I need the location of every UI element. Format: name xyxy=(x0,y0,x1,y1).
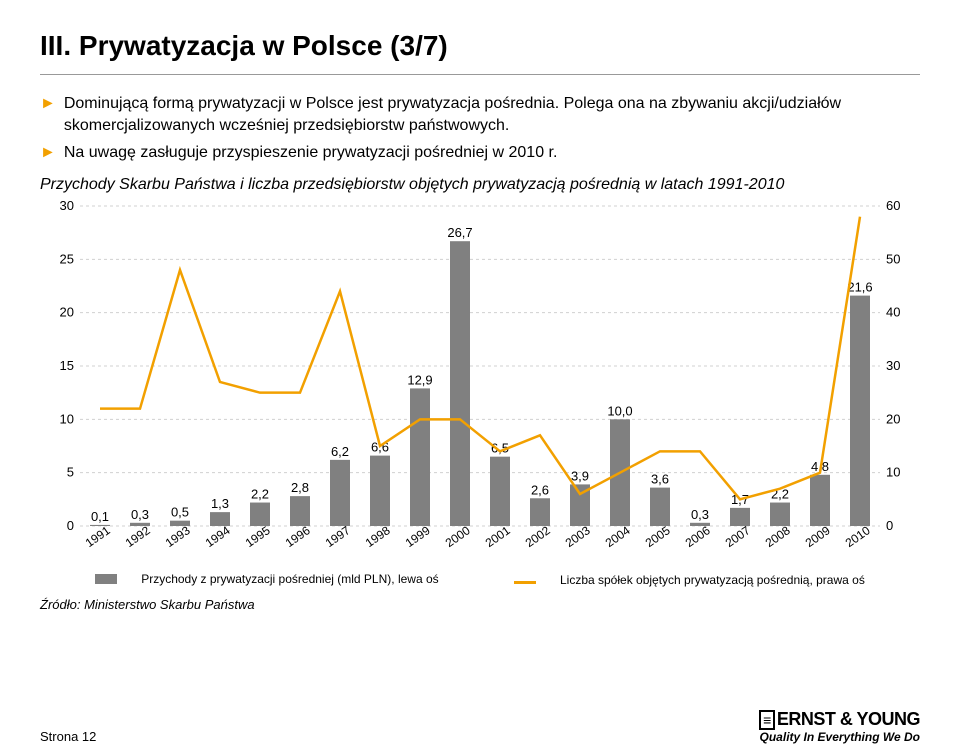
svg-text:2010: 2010 xyxy=(843,523,873,550)
legend-bar-swatch xyxy=(95,574,117,584)
svg-text:60: 60 xyxy=(886,198,900,213)
chart: 0 5 10 15 20 25 30 0 10 20 30 40 50 60 0,1 0,3 0,5 1,3 2,2… xyxy=(40,196,920,566)
svg-text:26,7: 26,7 xyxy=(447,225,472,240)
svg-text:2007: 2007 xyxy=(723,523,753,550)
svg-text:2,8: 2,8 xyxy=(291,480,309,495)
legend-bar: Przychody z prywatyzacji pośredniej (mld… xyxy=(77,572,456,586)
legend-line-label: Liczba spółek objętych prywatyzacją pośr… xyxy=(560,573,865,587)
svg-text:0,5: 0,5 xyxy=(171,504,189,519)
brand-block: ≡ERNST & YOUNG Quality In Everything We … xyxy=(759,709,920,744)
svg-text:2008: 2008 xyxy=(763,523,793,550)
svg-text:2003: 2003 xyxy=(563,523,593,550)
svg-text:6,2: 6,2 xyxy=(331,444,349,459)
page-title: III. Prywatyzacja w Polsce (3/7) xyxy=(40,30,920,62)
svg-text:50: 50 xyxy=(886,251,900,266)
chart-subtitle: Przychody Skarbu Państwa i liczba przeds… xyxy=(40,176,920,194)
bullet-text: Na uwagę zasługuje przyspieszenie prywat… xyxy=(64,142,558,164)
footer: Strona 12 ≡ERNST & YOUNG Quality In Ever… xyxy=(40,709,920,744)
svg-text:0,3: 0,3 xyxy=(691,507,709,522)
svg-text:2009: 2009 xyxy=(803,523,833,550)
svg-text:2002: 2002 xyxy=(523,523,553,550)
svg-text:20: 20 xyxy=(60,304,74,319)
divider xyxy=(40,74,920,75)
bullet-marker: ► xyxy=(40,93,56,136)
svg-text:1998: 1998 xyxy=(363,523,393,550)
brand-name: ERNST & YOUNG xyxy=(777,709,920,729)
bullet-item: ► Na uwagę zasługuje przyspieszenie pryw… xyxy=(40,142,920,164)
page-number: Strona 12 xyxy=(40,729,96,744)
legend-line-swatch xyxy=(514,581,536,584)
chart-legend: Przychody z prywatyzacji pośredniej (mld… xyxy=(40,572,920,588)
bullet-list: ► Dominującą formą prywatyzacji w Polsce… xyxy=(40,93,920,164)
bullet-marker: ► xyxy=(40,142,56,164)
svg-text:20: 20 xyxy=(886,411,900,426)
svg-text:2,2: 2,2 xyxy=(251,486,269,501)
svg-text:1996: 1996 xyxy=(283,523,313,550)
brand-tagline: Quality In Everything We Do xyxy=(759,730,920,744)
svg-text:5: 5 xyxy=(67,464,74,479)
svg-text:10,0: 10,0 xyxy=(607,403,632,418)
source-label: Źródło: Ministerstwo Skarbu Państwa xyxy=(40,597,920,612)
svg-text:15: 15 xyxy=(60,358,74,373)
svg-text:0,3: 0,3 xyxy=(131,507,149,522)
chart-svg: 0 5 10 15 20 25 30 0 10 20 30 40 50 60 0,1 0,3 0,5 1,3 2,2… xyxy=(40,196,920,566)
bullet-text: Dominującą formą prywatyzacji w Polsce j… xyxy=(64,93,920,136)
svg-text:10: 10 xyxy=(886,464,900,479)
svg-text:12,9: 12,9 xyxy=(407,372,432,387)
svg-text:2001: 2001 xyxy=(483,523,513,550)
svg-text:2006: 2006 xyxy=(683,523,713,550)
svg-text:1994: 1994 xyxy=(203,523,233,550)
svg-text:1993: 1993 xyxy=(163,523,193,550)
svg-text:10: 10 xyxy=(60,411,74,426)
bullet-item: ► Dominującą formą prywatyzacji w Polsce… xyxy=(40,93,920,136)
svg-text:1,3: 1,3 xyxy=(211,496,229,511)
svg-text:3,9: 3,9 xyxy=(571,468,589,483)
brand-logo: ≡ERNST & YOUNG xyxy=(759,709,920,730)
svg-text:1997: 1997 xyxy=(323,523,353,550)
svg-text:0,1: 0,1 xyxy=(91,509,109,524)
svg-text:25: 25 xyxy=(60,251,74,266)
legend-line: Liczba spółek objętych prywatyzacją pośr… xyxy=(496,573,883,587)
svg-text:21,6: 21,6 xyxy=(847,279,872,294)
svg-text:30: 30 xyxy=(886,358,900,373)
svg-text:3,6: 3,6 xyxy=(651,471,669,486)
brand-logo-icon: ≡ xyxy=(759,710,775,730)
svg-text:1999: 1999 xyxy=(403,523,433,550)
svg-text:2,6: 2,6 xyxy=(531,482,549,497)
svg-text:1992: 1992 xyxy=(123,523,153,550)
legend-bar-label: Przychody z prywatyzacji pośredniej (mld… xyxy=(141,572,438,586)
svg-text:2004: 2004 xyxy=(603,523,633,550)
svg-text:0: 0 xyxy=(67,518,74,533)
svg-text:1995: 1995 xyxy=(243,523,273,550)
svg-text:40: 40 xyxy=(886,304,900,319)
svg-text:2005: 2005 xyxy=(643,523,673,550)
svg-text:0: 0 xyxy=(886,518,893,533)
svg-text:30: 30 xyxy=(60,198,74,213)
svg-text:1991: 1991 xyxy=(83,523,113,550)
svg-text:2000: 2000 xyxy=(443,523,473,550)
